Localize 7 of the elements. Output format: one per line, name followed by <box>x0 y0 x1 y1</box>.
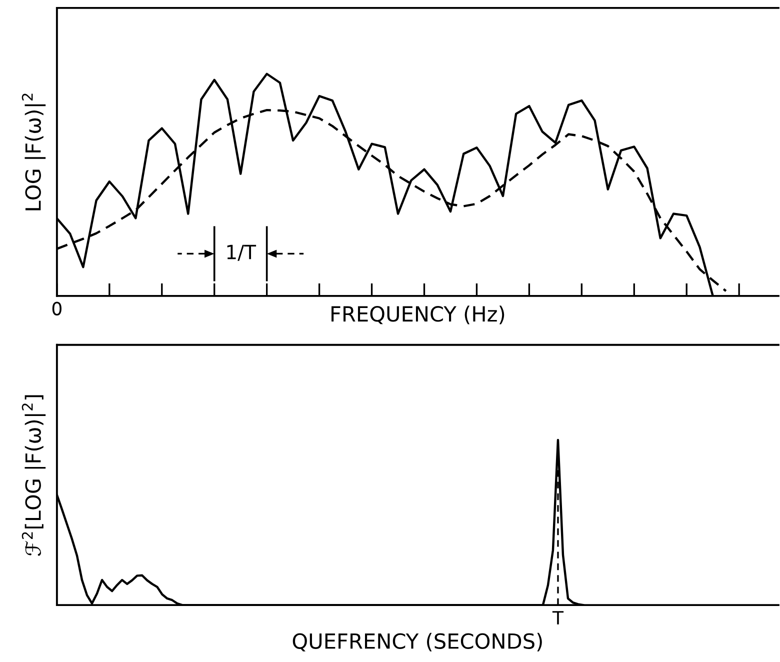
annotation: 1/T <box>227 244 256 261</box>
x-axis-title: QUEFRENCY (SECONDS) <box>292 632 542 652</box>
x-axis-title: FREQUENCY (Hz) <box>332 306 504 324</box>
text: 0 <box>52 302 62 316</box>
text: T <box>552 611 564 624</box>
y-axis-title: ℱ$^{2}$[LOG |F(ω)|$^{2}$] <box>22 395 46 556</box>
y-axis-title: LOG |F(ω)|$^{2}$ <box>22 94 46 210</box>
